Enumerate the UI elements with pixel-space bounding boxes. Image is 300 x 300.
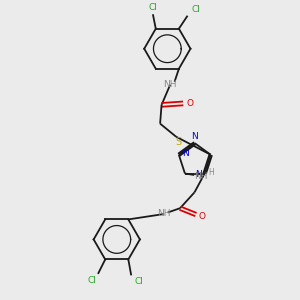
Text: NH: NH bbox=[158, 209, 171, 218]
Text: N: N bbox=[182, 149, 189, 158]
Text: NH: NH bbox=[164, 80, 177, 89]
Text: NH: NH bbox=[194, 172, 207, 181]
Text: Cl: Cl bbox=[135, 277, 143, 286]
Text: S: S bbox=[175, 137, 182, 147]
Text: Cl: Cl bbox=[87, 276, 96, 285]
Text: Cl: Cl bbox=[191, 5, 200, 14]
Text: O: O bbox=[186, 99, 193, 108]
Text: H: H bbox=[208, 168, 214, 177]
Text: N: N bbox=[195, 170, 202, 179]
Text: O: O bbox=[199, 212, 206, 220]
Text: N: N bbox=[191, 132, 198, 141]
Text: Cl: Cl bbox=[148, 2, 157, 11]
